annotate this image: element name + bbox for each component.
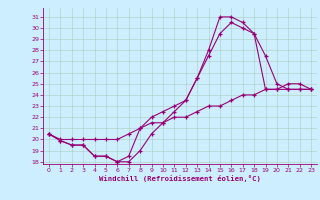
- X-axis label: Windchill (Refroidissement éolien,°C): Windchill (Refroidissement éolien,°C): [99, 175, 261, 182]
